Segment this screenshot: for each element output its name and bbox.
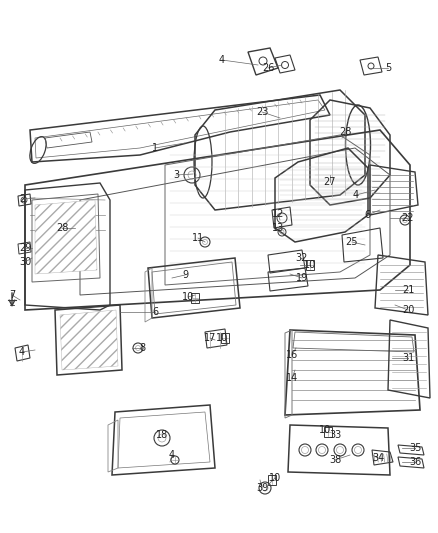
Text: 4: 4	[19, 347, 25, 357]
Text: 9: 9	[182, 270, 188, 280]
Text: 1: 1	[152, 143, 158, 153]
Text: 4: 4	[169, 450, 175, 460]
Text: 20: 20	[402, 305, 414, 315]
Polygon shape	[35, 200, 97, 274]
Text: 28: 28	[339, 127, 351, 137]
Text: 12: 12	[272, 209, 284, 219]
Text: 34: 34	[372, 453, 384, 463]
Text: 10: 10	[319, 425, 331, 435]
Text: 25: 25	[346, 237, 358, 247]
Text: 38: 38	[329, 455, 341, 465]
Text: 5: 5	[385, 63, 391, 73]
Text: 19: 19	[296, 273, 308, 283]
Text: 23: 23	[256, 107, 268, 117]
Text: 7: 7	[9, 290, 15, 300]
Text: 4: 4	[353, 190, 359, 200]
Text: 2: 2	[19, 194, 25, 204]
Text: 36: 36	[409, 457, 421, 467]
Text: 16: 16	[286, 350, 298, 360]
Text: 18: 18	[156, 430, 168, 440]
Text: 27: 27	[324, 177, 336, 187]
Text: 8: 8	[139, 343, 145, 353]
Text: 13: 13	[272, 223, 284, 233]
Text: 39: 39	[256, 483, 268, 493]
Text: 14: 14	[286, 373, 298, 383]
Text: 33: 33	[329, 430, 341, 440]
Text: 30: 30	[19, 257, 31, 267]
Text: 6: 6	[152, 307, 158, 317]
Text: 10: 10	[304, 260, 316, 270]
Polygon shape	[60, 310, 118, 370]
Text: 28: 28	[56, 223, 68, 233]
Text: 3: 3	[173, 170, 179, 180]
Text: 6: 6	[364, 210, 370, 220]
Text: 4: 4	[219, 55, 225, 65]
Text: 31: 31	[402, 353, 414, 363]
Text: 21: 21	[402, 285, 414, 295]
Text: 10: 10	[182, 292, 194, 302]
Text: 10: 10	[216, 333, 228, 343]
Text: 22: 22	[402, 213, 414, 223]
Text: 26: 26	[262, 63, 274, 73]
Text: 10: 10	[269, 473, 281, 483]
Text: 32: 32	[296, 253, 308, 263]
Text: 35: 35	[409, 443, 421, 453]
Text: 17: 17	[204, 333, 216, 343]
Text: 29: 29	[19, 243, 31, 253]
Text: 11: 11	[192, 233, 204, 243]
